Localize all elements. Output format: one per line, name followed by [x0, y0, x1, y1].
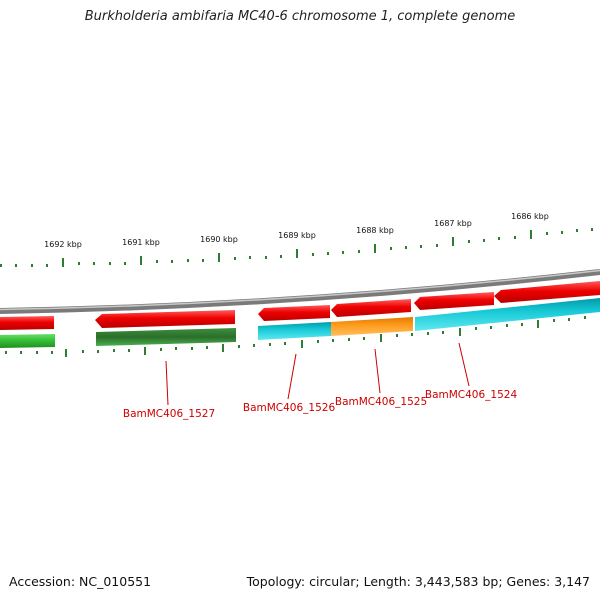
- scale-label: 1686 kbp: [511, 212, 549, 221]
- gene-arrow: [494, 281, 600, 303]
- reverse-strand-genes: [0, 298, 600, 348]
- genome-backbone: [0, 269, 600, 314]
- map-title: Burkholderia ambifaria MC40-6 chromosome…: [84, 9, 516, 24]
- scale-label: 1692 kbp: [44, 240, 82, 249]
- accession-label: Accession: NC_010551: [9, 574, 152, 589]
- gene-block: [0, 334, 55, 348]
- gene-block: [258, 322, 331, 340]
- gene-labels: BamMC406_1527 BamMC406_1526 BamMC406_152…: [123, 342, 518, 420]
- scale-ruler-top: 1692 kbp 1691 kbp 1690 kbp 1689 kbp 1688…: [0, 212, 593, 267]
- gene-arrow: [331, 299, 411, 317]
- gene-arrow: [414, 292, 494, 310]
- gene-label[interactable]: BamMC406_1527: [123, 408, 215, 420]
- gene-block: [415, 298, 600, 331]
- scale-label: 1689 kbp: [278, 231, 316, 240]
- forward-strand-genes: [0, 281, 600, 330]
- gene-arrow: [95, 310, 235, 328]
- topology-summary: Topology: circular; Length: 3,443,583 bp…: [246, 574, 590, 589]
- scale-label: 1688 kbp: [356, 226, 394, 235]
- gene-label[interactable]: BamMC406_1525: [335, 396, 427, 408]
- scale-ruler-bottom: [5, 316, 586, 357]
- scale-label: 1691 kbp: [122, 238, 160, 247]
- gene-label[interactable]: BamMC406_1524: [425, 389, 518, 401]
- gene-label[interactable]: BamMC406_1526: [243, 402, 336, 414]
- scale-label: 1687 kbp: [434, 219, 472, 228]
- gene-block: [96, 328, 236, 346]
- scale-label: 1690 kbp: [200, 235, 238, 244]
- gene-arrow: [0, 316, 54, 330]
- gene-block: [331, 317, 413, 336]
- gene-arrow: [258, 305, 330, 321]
